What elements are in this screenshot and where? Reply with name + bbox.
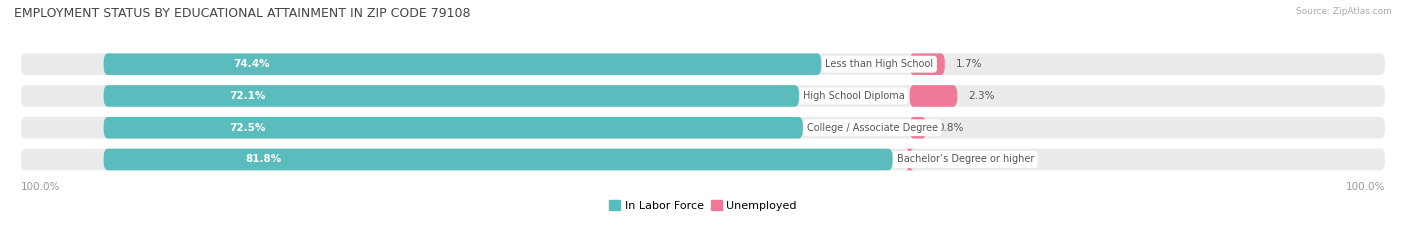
Text: 81.8%: 81.8% [246,154,281,164]
Text: 0.8%: 0.8% [938,123,963,133]
Text: 1.7%: 1.7% [956,59,983,69]
Text: Less than High School: Less than High School [825,59,934,69]
FancyBboxPatch shape [104,117,803,139]
Text: 72.5%: 72.5% [229,123,266,133]
FancyBboxPatch shape [104,53,821,75]
Text: High School Diploma: High School Diploma [803,91,905,101]
Legend: In Labor Force, Unemployed: In Labor Force, Unemployed [605,196,801,215]
FancyBboxPatch shape [910,85,957,107]
FancyBboxPatch shape [104,149,893,170]
FancyBboxPatch shape [21,117,1385,139]
Text: College / Associate Degree: College / Associate Degree [807,123,938,133]
FancyBboxPatch shape [21,149,1385,170]
Text: 74.4%: 74.4% [233,59,270,69]
Text: Source: ZipAtlas.com: Source: ZipAtlas.com [1296,7,1392,16]
Text: 2.3%: 2.3% [969,91,994,101]
Text: 72.1%: 72.1% [229,91,266,101]
FancyBboxPatch shape [910,53,945,75]
FancyBboxPatch shape [21,85,1385,107]
FancyBboxPatch shape [104,85,799,107]
FancyBboxPatch shape [21,53,1385,75]
Text: EMPLOYMENT STATUS BY EDUCATIONAL ATTAINMENT IN ZIP CODE 79108: EMPLOYMENT STATUS BY EDUCATIONAL ATTAINM… [14,7,471,20]
FancyBboxPatch shape [910,117,927,139]
Text: 0.0%: 0.0% [921,154,948,164]
Text: 100.0%: 100.0% [21,182,60,192]
Text: 100.0%: 100.0% [1346,182,1385,192]
Text: Bachelor’s Degree or higher: Bachelor’s Degree or higher [897,154,1033,164]
FancyBboxPatch shape [905,149,914,170]
